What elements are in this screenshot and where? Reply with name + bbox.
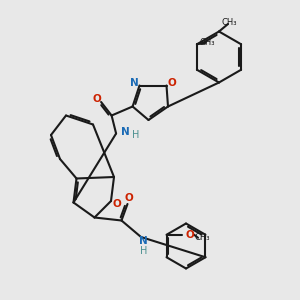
Text: O: O <box>112 199 122 209</box>
Text: O: O <box>92 94 101 104</box>
Text: H: H <box>132 130 139 140</box>
Text: H: H <box>140 245 147 256</box>
Text: N: N <box>130 77 139 88</box>
Text: CH₃: CH₃ <box>222 18 237 27</box>
Text: CH₃: CH₃ <box>195 233 210 242</box>
Text: N: N <box>121 127 130 137</box>
Text: O: O <box>167 77 176 88</box>
Text: O: O <box>185 230 194 240</box>
Text: O: O <box>124 193 134 203</box>
Text: N: N <box>139 236 148 247</box>
Text: CH₃: CH₃ <box>200 38 215 47</box>
